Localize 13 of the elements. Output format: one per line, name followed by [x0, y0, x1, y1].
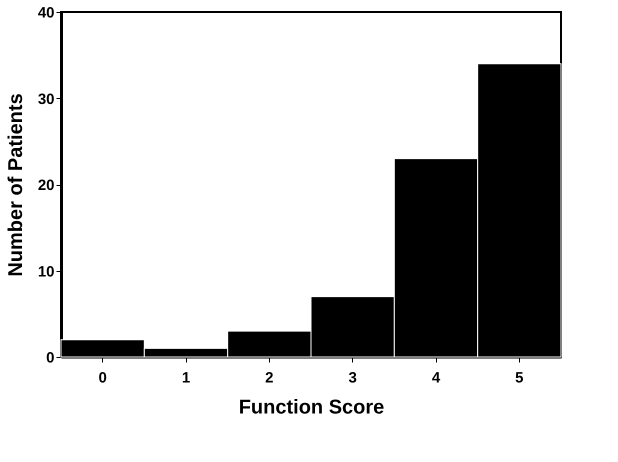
y-tick-label: 30 — [38, 90, 54, 108]
x-tick-label: 0 — [98, 370, 107, 386]
x-tick-label: 2 — [265, 370, 274, 386]
y-tick-label: 40 — [38, 4, 54, 22]
x-tick-label: 1 — [182, 370, 190, 386]
x-tick-label: 4 — [432, 370, 441, 386]
y-axis-title: Number of Patients — [4, 93, 27, 277]
y-tick-label: 20 — [38, 177, 54, 194]
y-tick-label: 10 — [38, 263, 54, 280]
x-tick-label: 5 — [515, 370, 524, 386]
y-tick-label: 0 — [46, 350, 54, 366]
x-tick-label: 3 — [348, 370, 357, 386]
x-axis-title: Function Score — [238, 396, 384, 418]
